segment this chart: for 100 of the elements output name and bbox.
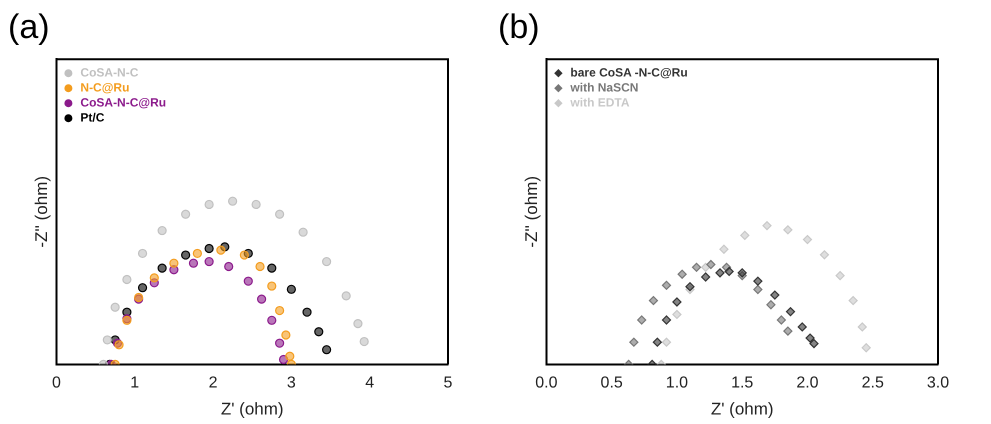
point bbox=[786, 307, 796, 316]
point bbox=[252, 200, 261, 210]
point bbox=[150, 273, 159, 282]
point bbox=[286, 284, 296, 294]
point bbox=[738, 268, 747, 278]
point bbox=[672, 297, 682, 307]
x-axis-title: Z' (ohm) bbox=[220, 399, 284, 418]
point bbox=[158, 226, 167, 236]
point bbox=[244, 276, 253, 286]
x-tick-label: 1.0 bbox=[666, 374, 688, 392]
point bbox=[314, 327, 324, 336]
point bbox=[275, 210, 284, 219]
point bbox=[678, 270, 687, 279]
point bbox=[302, 308, 312, 317]
point bbox=[181, 210, 190, 219]
point bbox=[798, 322, 807, 332]
point bbox=[662, 280, 672, 290]
point bbox=[848, 296, 858, 306]
point bbox=[240, 250, 249, 260]
point bbox=[342, 291, 351, 300]
point bbox=[285, 352, 294, 361]
x-tick-label: 5 bbox=[444, 374, 453, 392]
point bbox=[766, 300, 776, 310]
point bbox=[192, 248, 202, 258]
point bbox=[188, 258, 198, 268]
y-axis-title: -Z'' (ohm) bbox=[32, 176, 51, 248]
point bbox=[298, 228, 308, 237]
legend-label: bare CoSA -N-C@Ru bbox=[570, 66, 688, 80]
x-tick-label: 2 bbox=[208, 374, 218, 392]
chart-title: (a) bbox=[8, 8, 50, 47]
x-tick-label: 2.5 bbox=[862, 374, 884, 392]
point bbox=[809, 338, 819, 348]
point bbox=[652, 338, 662, 347]
point bbox=[762, 221, 772, 230]
point bbox=[805, 333, 815, 343]
legend-label: CoSA-N-C@Ru bbox=[80, 96, 166, 110]
legend-label: Pt/C bbox=[80, 110, 105, 125]
legend-label: CoSA-N-C bbox=[80, 66, 139, 80]
point bbox=[706, 260, 716, 270]
point bbox=[862, 343, 871, 352]
point bbox=[753, 276, 762, 286]
point bbox=[858, 322, 867, 332]
point bbox=[719, 244, 729, 254]
point bbox=[662, 338, 672, 347]
x-tick-label: 0.0 bbox=[535, 374, 558, 392]
x-axis-title: Z' (ohm) bbox=[710, 399, 774, 418]
point bbox=[715, 268, 725, 278]
point bbox=[648, 296, 658, 306]
y-axis-title: -Z'' (ohm) bbox=[522, 176, 541, 248]
point bbox=[181, 250, 190, 260]
point bbox=[802, 234, 812, 244]
point bbox=[685, 282, 695, 292]
point bbox=[836, 271, 845, 280]
point bbox=[637, 315, 646, 325]
point bbox=[110, 302, 120, 312]
x-tick-label: 0 bbox=[52, 374, 61, 392]
point bbox=[158, 264, 167, 273]
point bbox=[360, 336, 369, 346]
point bbox=[322, 345, 332, 354]
point bbox=[138, 248, 148, 258]
point bbox=[224, 262, 234, 272]
point bbox=[275, 306, 284, 316]
x-tick-label: 1 bbox=[130, 374, 140, 392]
point bbox=[169, 258, 178, 268]
legend-label: N-C@Ru bbox=[80, 80, 130, 95]
point bbox=[204, 256, 214, 266]
point bbox=[753, 284, 762, 294]
point bbox=[281, 330, 290, 340]
point bbox=[724, 266, 734, 276]
x-tick-label: 2.0 bbox=[796, 374, 819, 392]
point bbox=[783, 225, 792, 234]
point bbox=[692, 262, 702, 272]
point bbox=[776, 315, 786, 325]
point bbox=[102, 335, 112, 345]
point bbox=[740, 230, 750, 240]
x-tick-label: 3 bbox=[286, 374, 296, 392]
legend-label: with NaSCN bbox=[569, 80, 638, 95]
x-tick-label: 3.0 bbox=[926, 374, 950, 392]
point bbox=[257, 294, 266, 304]
point bbox=[783, 326, 792, 336]
x-tick-label: 0.5 bbox=[600, 374, 623, 392]
point bbox=[322, 256, 332, 266]
x-tick-label: 4 bbox=[365, 374, 374, 392]
point bbox=[204, 244, 214, 254]
point bbox=[267, 281, 276, 291]
point bbox=[267, 264, 276, 273]
point bbox=[629, 338, 638, 347]
point bbox=[255, 262, 265, 272]
point bbox=[204, 200, 214, 210]
point bbox=[228, 196, 238, 206]
chart-title: (b) bbox=[498, 8, 540, 47]
point bbox=[701, 272, 710, 282]
point bbox=[275, 338, 284, 348]
point bbox=[216, 246, 226, 255]
point bbox=[122, 274, 132, 284]
point bbox=[353, 319, 363, 328]
point bbox=[672, 310, 682, 320]
point bbox=[662, 315, 672, 325]
point bbox=[770, 290, 780, 300]
point bbox=[138, 283, 148, 292]
